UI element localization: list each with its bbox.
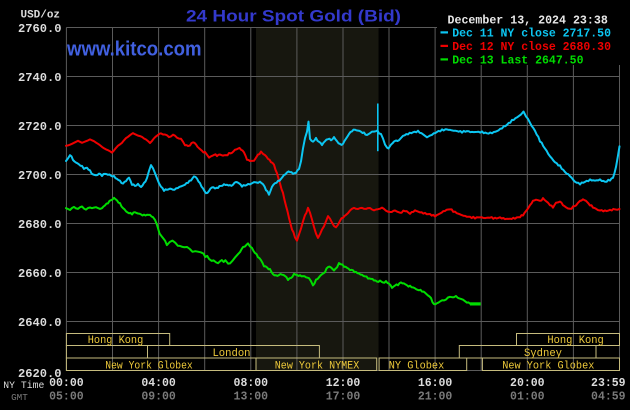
svg-text:16:00: 16:00 (418, 377, 453, 390)
svg-text:04:00: 04:00 (141, 377, 176, 390)
svg-text:2740.0: 2740.0 (18, 71, 62, 85)
svg-text:Hong Kong: Hong Kong (88, 335, 144, 347)
svg-text:24 Hour Spot Gold (Bid): 24 Hour Spot Gold (Bid) (186, 7, 401, 26)
svg-text:2760.0: 2760.0 (18, 22, 62, 36)
svg-text:09:00: 09:00 (141, 391, 176, 404)
svg-text:08:00: 08:00 (234, 377, 269, 390)
svg-text:21:00: 21:00 (418, 391, 453, 404)
svg-text:2640.0: 2640.0 (18, 316, 62, 330)
svg-text:04:59: 04:59 (591, 391, 626, 404)
svg-text:New York Globex: New York Globex (105, 361, 193, 373)
svg-text:17:00: 17:00 (326, 391, 361, 404)
svg-text:01:00: 01:00 (510, 391, 545, 404)
svg-text:05:00: 05:00 (49, 391, 84, 404)
svg-text:Dec 13 Last 2647.50: Dec 13 Last 2647.50 (452, 54, 583, 67)
svg-text:New York NYMEX: New York NYMEX (275, 361, 360, 373)
svg-text:www.kitco.com: www.kitco.com (66, 39, 201, 61)
svg-text:Hong Kong: Hong Kong (547, 335, 603, 347)
svg-text:New York Globex: New York Globex (502, 361, 594, 373)
svg-text:Dec 12 NY close 2680.30: Dec 12 NY close 2680.30 (452, 41, 611, 54)
svg-text:NY Time: NY Time (3, 380, 44, 391)
svg-text:23:59: 23:59 (591, 377, 626, 390)
svg-text:2660.0: 2660.0 (18, 267, 62, 281)
svg-text:2700.0: 2700.0 (18, 169, 62, 183)
svg-text:USD/oz: USD/oz (21, 9, 61, 21)
svg-text:GMT: GMT (11, 392, 28, 403)
svg-text:December 13, 2024 23:38: December 13, 2024 23:38 (448, 15, 608, 28)
svg-text:2720.0: 2720.0 (18, 120, 62, 134)
svg-text:NY Globex: NY Globex (389, 361, 445, 373)
svg-text:20:00: 20:00 (510, 377, 545, 390)
svg-text:00:00: 00:00 (49, 377, 84, 390)
svg-text:13:00: 13:00 (234, 391, 269, 404)
svg-text:London: London (212, 348, 250, 360)
svg-text:2680.0: 2680.0 (18, 218, 62, 232)
svg-text:Dec 11 NY close 2717.50: Dec 11 NY close 2717.50 (452, 27, 611, 40)
svg-text:Sydney: Sydney (524, 348, 563, 360)
svg-text:12:00: 12:00 (326, 377, 361, 390)
svg-text:2620.0: 2620.0 (18, 367, 62, 381)
